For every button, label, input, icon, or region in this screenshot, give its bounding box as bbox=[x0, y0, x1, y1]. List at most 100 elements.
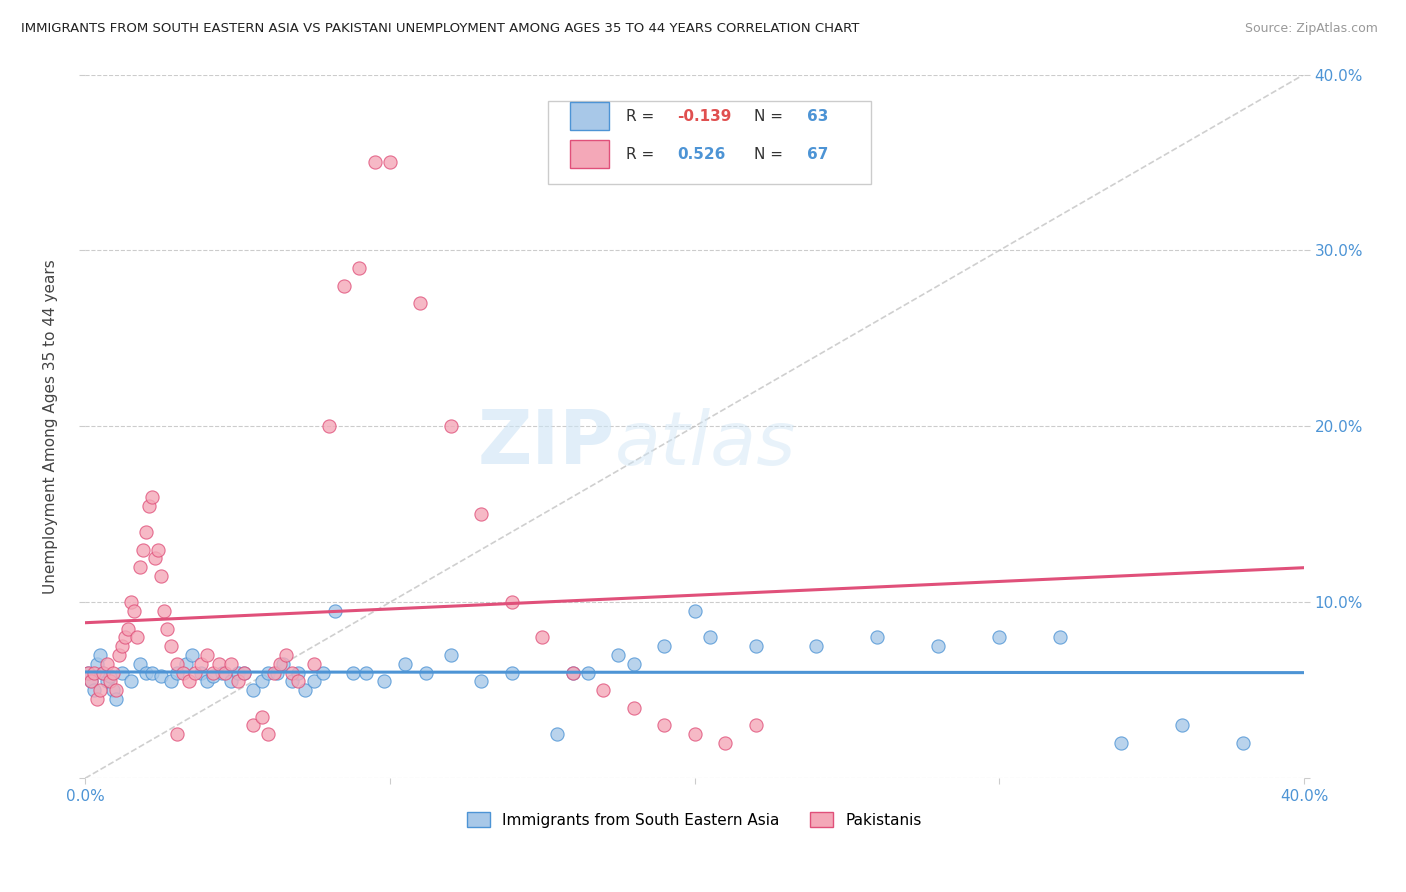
Point bbox=[120, 595, 142, 609]
Point bbox=[271, 657, 294, 671]
Point bbox=[652, 640, 675, 654]
Point bbox=[699, 631, 721, 645]
Point bbox=[138, 499, 160, 513]
Point bbox=[98, 674, 121, 689]
Point bbox=[866, 631, 889, 645]
Point bbox=[744, 718, 766, 732]
Point bbox=[214, 665, 236, 680]
Point bbox=[409, 296, 432, 310]
Point bbox=[276, 648, 298, 662]
Point bbox=[107, 648, 129, 662]
Point bbox=[174, 657, 197, 671]
Point bbox=[683, 727, 706, 741]
Point bbox=[226, 665, 249, 680]
Bar bbox=[571, 102, 609, 130]
Point bbox=[1049, 631, 1071, 645]
Point bbox=[1232, 736, 1254, 750]
Text: Source: ZipAtlas.com: Source: ZipAtlas.com bbox=[1244, 22, 1378, 36]
Point bbox=[257, 727, 280, 741]
Point bbox=[263, 665, 285, 680]
Point bbox=[156, 622, 179, 636]
Point bbox=[623, 657, 645, 671]
Point bbox=[333, 278, 356, 293]
Point bbox=[592, 683, 614, 698]
Point bbox=[83, 665, 105, 680]
Point bbox=[93, 665, 115, 680]
Point bbox=[561, 665, 583, 680]
Point bbox=[226, 674, 249, 689]
Point bbox=[287, 674, 309, 689]
Point bbox=[373, 674, 395, 689]
Point bbox=[714, 736, 737, 750]
Text: R =: R = bbox=[626, 109, 659, 123]
Point bbox=[415, 665, 437, 680]
Point bbox=[159, 640, 181, 654]
Point bbox=[122, 604, 145, 618]
Text: -0.139: -0.139 bbox=[678, 109, 733, 123]
Point bbox=[561, 665, 583, 680]
Point bbox=[120, 674, 142, 689]
Point bbox=[190, 657, 212, 671]
Point bbox=[988, 631, 1011, 645]
Text: N =: N = bbox=[754, 109, 789, 123]
Point bbox=[242, 718, 264, 732]
Point bbox=[342, 665, 364, 680]
Point bbox=[652, 718, 675, 732]
Point bbox=[98, 669, 121, 683]
Text: atlas: atlas bbox=[616, 408, 797, 480]
Point bbox=[93, 665, 115, 680]
Point bbox=[546, 727, 568, 741]
Point bbox=[86, 657, 108, 671]
Point bbox=[114, 631, 136, 645]
Point bbox=[195, 648, 218, 662]
Point bbox=[470, 508, 492, 522]
Point bbox=[83, 683, 105, 698]
Text: R =: R = bbox=[626, 146, 659, 161]
Point bbox=[177, 674, 200, 689]
Point bbox=[141, 665, 163, 680]
Point bbox=[166, 665, 188, 680]
Point bbox=[150, 669, 173, 683]
Point bbox=[80, 674, 103, 689]
Point bbox=[312, 665, 335, 680]
Point bbox=[302, 657, 325, 671]
Point bbox=[166, 657, 188, 671]
Point bbox=[287, 665, 309, 680]
Point bbox=[129, 560, 152, 574]
Point bbox=[266, 665, 288, 680]
Point bbox=[250, 674, 273, 689]
Text: ZIP: ZIP bbox=[478, 408, 616, 481]
Point bbox=[135, 524, 157, 539]
Point bbox=[281, 665, 304, 680]
Point bbox=[501, 595, 523, 609]
Point bbox=[96, 674, 118, 689]
Point bbox=[269, 657, 291, 671]
Point bbox=[89, 648, 111, 662]
Point bbox=[141, 490, 163, 504]
Point bbox=[683, 604, 706, 618]
Point bbox=[132, 542, 155, 557]
Point bbox=[111, 665, 134, 680]
Text: 63: 63 bbox=[807, 109, 828, 123]
Point bbox=[294, 683, 316, 698]
Point bbox=[86, 692, 108, 706]
Point bbox=[221, 657, 243, 671]
Point bbox=[927, 640, 949, 654]
Point bbox=[576, 665, 599, 680]
Point bbox=[623, 701, 645, 715]
Point bbox=[104, 683, 127, 698]
Point bbox=[117, 622, 139, 636]
Point bbox=[80, 674, 103, 689]
Point bbox=[323, 604, 346, 618]
Point bbox=[257, 665, 280, 680]
Point bbox=[125, 631, 148, 645]
Point bbox=[806, 640, 828, 654]
Point bbox=[190, 665, 212, 680]
Point bbox=[166, 727, 188, 741]
Point bbox=[148, 542, 170, 557]
Legend: Immigrants from South Eastern Asia, Pakistanis: Immigrants from South Eastern Asia, Paki… bbox=[461, 805, 928, 834]
Point bbox=[104, 692, 127, 706]
Point bbox=[501, 665, 523, 680]
Point bbox=[354, 665, 377, 680]
Point bbox=[184, 665, 207, 680]
